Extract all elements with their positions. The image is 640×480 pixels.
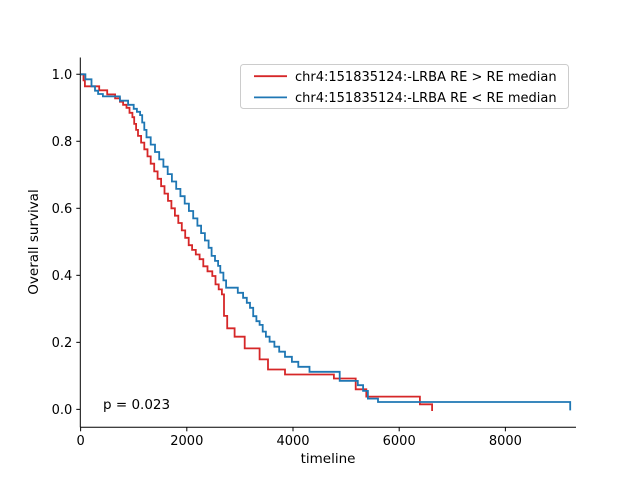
y-axis-label: Overall survival: [26, 189, 42, 294]
y-tick-label: 1.0: [52, 68, 73, 83]
p-value-annotation: p = 0.023: [103, 397, 170, 413]
y-tick-label: 0.8: [52, 135, 73, 150]
x-tick-label: 4000: [276, 434, 309, 449]
km-curve-re-low: [80, 73, 572, 411]
legend-label-re-high: chr4:151835124:-LRBA RE > RE median: [295, 70, 557, 85]
survival-curves: [80, 73, 572, 411]
y-tick-label: 0.6: [52, 202, 73, 217]
axes: 0 2000 4000 6000 8000 0.0 0.2 0.4 0.6 0.8 1.0: [52, 57, 576, 449]
x-tick-label: 2000: [170, 434, 203, 449]
y-tick-label: 0.2: [52, 336, 73, 351]
y-tick-label: 0.4: [52, 269, 73, 284]
x-tick-label: 0: [76, 434, 84, 449]
x-axis-label: timeline: [301, 451, 356, 467]
legend-box: [240, 64, 569, 109]
legend: chr4:151835124:-LRBA RE > RE median chr4…: [240, 64, 569, 109]
km-curve-re-high: [80, 73, 433, 411]
x-tick-label: 6000: [383, 434, 416, 449]
y-tick-label: 0.0: [52, 403, 73, 418]
legend-label-re-low: chr4:151835124:-LRBA RE < RE median: [295, 91, 557, 106]
x-tick-label: 8000: [489, 434, 522, 449]
